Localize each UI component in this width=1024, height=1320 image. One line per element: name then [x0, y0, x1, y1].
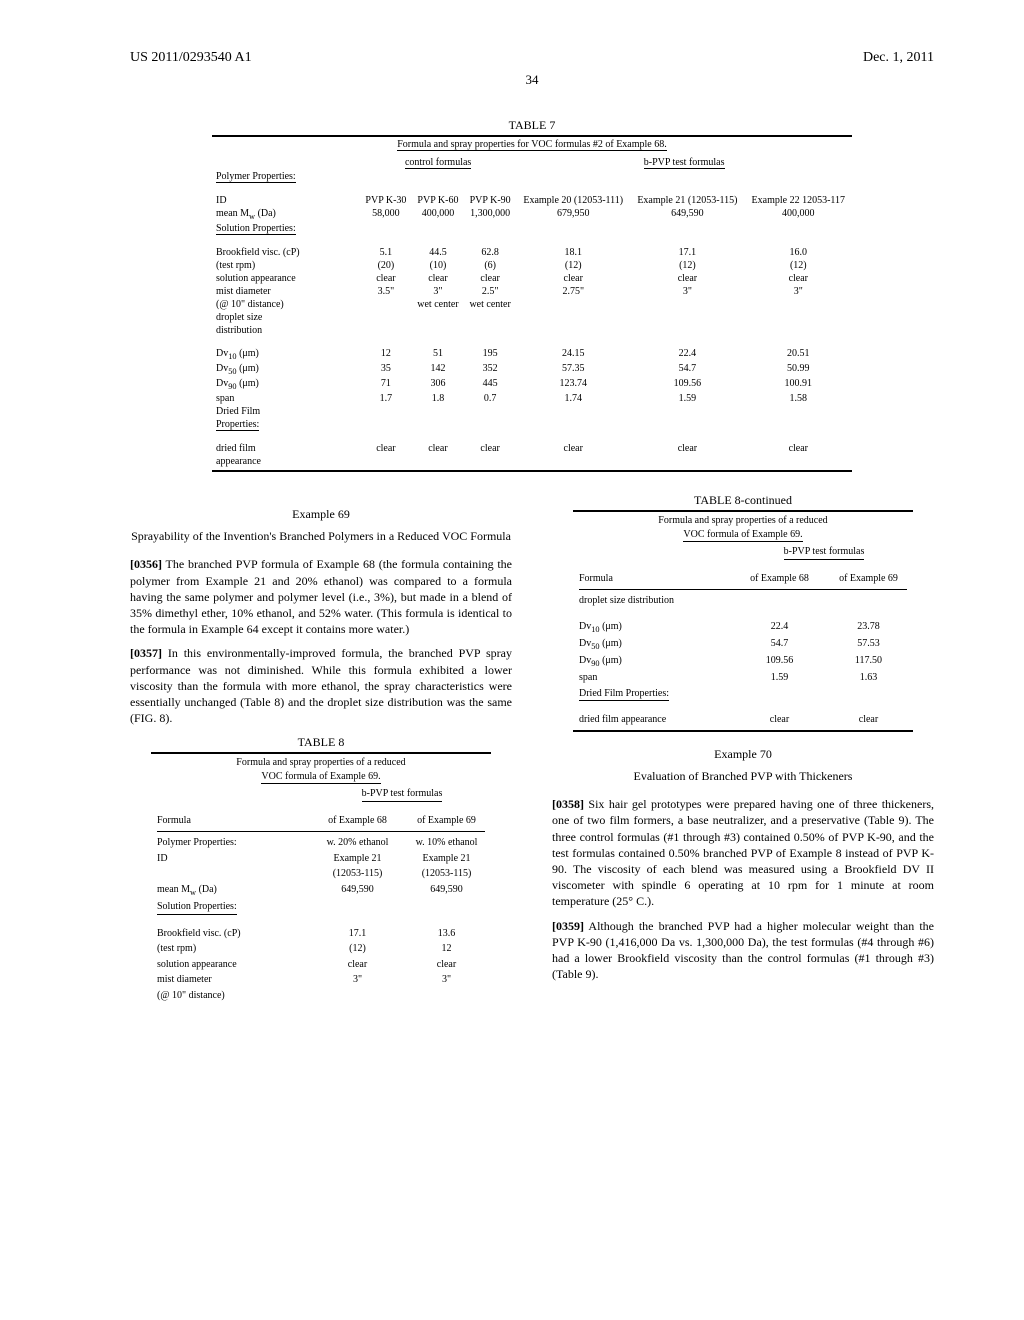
- group-control: control formulas: [405, 157, 471, 169]
- para-0358: [0358] Six hair gel prototypes were prep…: [552, 796, 934, 909]
- id-5: Example 22 12053-117: [745, 194, 852, 207]
- para-0356: [0356] The branched PVP formula of Examp…: [130, 556, 512, 637]
- table-8-continued: TABLE 8-continued Formula and spray prop…: [573, 492, 913, 732]
- pub-date: Dec. 1, 2011: [863, 50, 934, 66]
- id-2: PVP K-90: [464, 194, 516, 207]
- pub-number: US 2011/0293540 A1: [130, 50, 252, 66]
- para-0357: [0357] In this environmentally-improved …: [130, 645, 512, 726]
- page-number: 34: [130, 72, 934, 88]
- table-7-caption: Formula and spray properties for VOC for…: [397, 139, 666, 151]
- ex69-subtitle: Sprayability of the Invention's Branched…: [130, 528, 512, 544]
- id-0: PVP K-30: [360, 194, 412, 207]
- id-label: ID: [212, 194, 360, 207]
- body-columns: Example 69 Sprayability of the Invention…: [130, 492, 934, 1003]
- polyprops: Polymer Properties:: [216, 171, 296, 183]
- id-4: Example 21 (12053-115): [630, 194, 744, 207]
- left-column: Example 69 Sprayability of the Invention…: [130, 492, 512, 1003]
- id-1: PVP K-60: [412, 194, 464, 207]
- group-bpvp: b-PVP test formulas: [644, 157, 725, 169]
- mw-label: mean Mw (Da): [212, 207, 360, 222]
- page: US 2011/0293540 A1 Dec. 1, 2011 34 TABLE…: [0, 0, 1024, 1043]
- ex70-subtitle: Evaluation of Branched PVP with Thickene…: [552, 768, 934, 784]
- ex70-title: Example 70: [552, 746, 934, 762]
- page-header: US 2011/0293540 A1 Dec. 1, 2011: [130, 50, 934, 66]
- table-7: TABLE 7 Formula and spray properties for…: [212, 118, 852, 472]
- para-0359: [0359] Although the branched PVP had a h…: [552, 918, 934, 983]
- table-8: TABLE 8 Formula and spray properties of …: [151, 734, 491, 1003]
- table-7-title: TABLE 7: [212, 118, 852, 133]
- id-3: Example 20 (12053-111): [516, 194, 630, 207]
- right-column: TABLE 8-continued Formula and spray prop…: [552, 492, 934, 1003]
- ex69-title: Example 69: [130, 506, 512, 522]
